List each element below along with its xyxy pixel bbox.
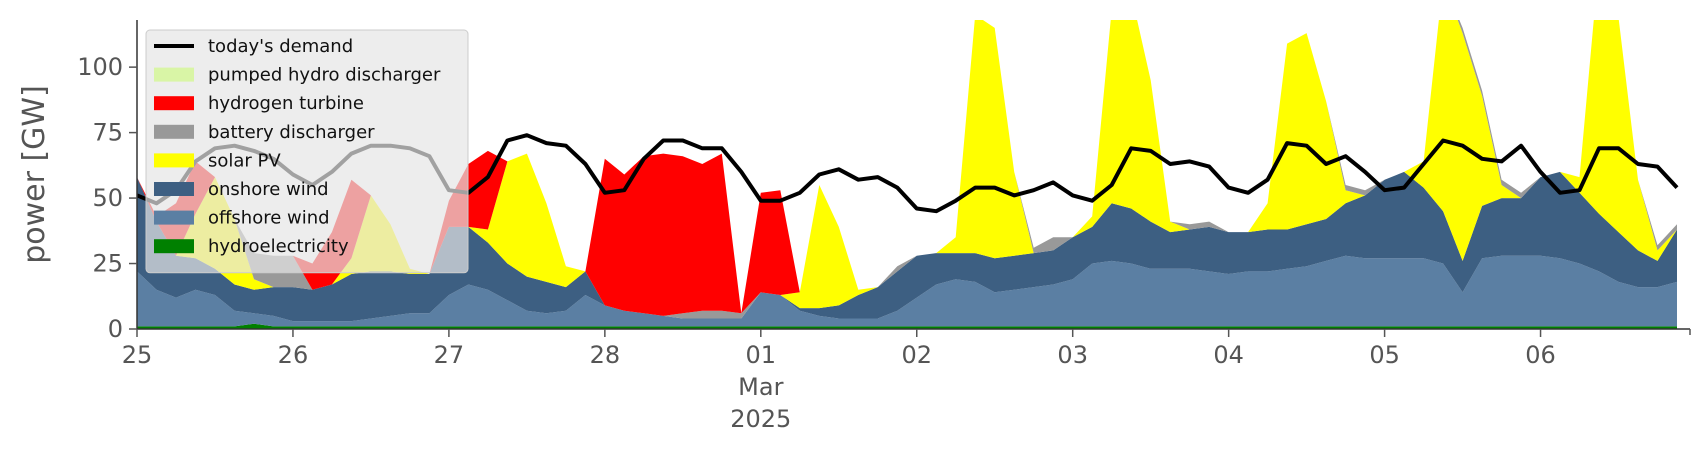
legend-label-hydrogen-turbine: hydrogen turbine bbox=[208, 93, 364, 114]
legend-swatch-hydrogen-turbine bbox=[154, 96, 194, 111]
y-axis-label: power [GW] bbox=[17, 85, 52, 264]
y-tick-label: 0 bbox=[108, 315, 123, 343]
legend: today's demand pumped hydro discharger hyd… bbox=[145, 29, 469, 274]
x-date-sublabel: 2025 bbox=[730, 405, 791, 433]
legend-swatch-solar-pv bbox=[154, 153, 194, 168]
x-tick-label: 28 bbox=[590, 341, 621, 369]
x-tick-label: 05 bbox=[1369, 341, 1400, 369]
x-tick-label: 04 bbox=[1213, 341, 1244, 369]
x-date-sublabel: Mar bbox=[738, 373, 783, 401]
legend-label-battery-discharger: battery discharger bbox=[208, 122, 375, 143]
x-tick-label: 27 bbox=[434, 341, 465, 369]
x-tick-label: 06 bbox=[1525, 341, 1556, 369]
legend-swatch-onshore-wind bbox=[154, 182, 194, 196]
y-tick-label: 25 bbox=[92, 250, 123, 278]
legend-label-onshore-wind: onshore wind bbox=[208, 179, 329, 200]
legend-label-offshore-wind: offshore wind bbox=[208, 208, 330, 229]
legend-label-today-s-demand: today's demand bbox=[208, 36, 353, 57]
legend-swatch-battery-discharger bbox=[154, 124, 194, 139]
legend-swatch-offshore-wind bbox=[154, 210, 194, 225]
x-tick-label: 26 bbox=[278, 341, 309, 369]
y-tick-label: 100 bbox=[77, 53, 123, 81]
x-tick-label: 02 bbox=[901, 341, 932, 369]
x-tick-label: 03 bbox=[1057, 341, 1088, 369]
legend-swatch-pumped-hydro-discharger bbox=[154, 67, 194, 82]
legend-box bbox=[145, 29, 469, 274]
y-tick-label: 75 bbox=[92, 119, 123, 147]
x-tick-label: 01 bbox=[746, 341, 777, 369]
legend-swatch-hydroelectricity bbox=[154, 239, 194, 254]
x-tick-label: 25 bbox=[122, 341, 153, 369]
y-tick-label: 50 bbox=[92, 184, 123, 212]
legend-label-hydroelectricity: hydroelectricity bbox=[208, 236, 349, 257]
area-offshore-wind bbox=[137, 255, 1677, 327]
legend-label-solar-pv: solar PV bbox=[208, 150, 281, 171]
area-onshore-wind bbox=[137, 171, 1677, 322]
legend-label-pumped-hydro-discharger: pumped hydro discharger bbox=[208, 65, 441, 86]
area-solar-pv bbox=[137, 20, 1677, 319]
